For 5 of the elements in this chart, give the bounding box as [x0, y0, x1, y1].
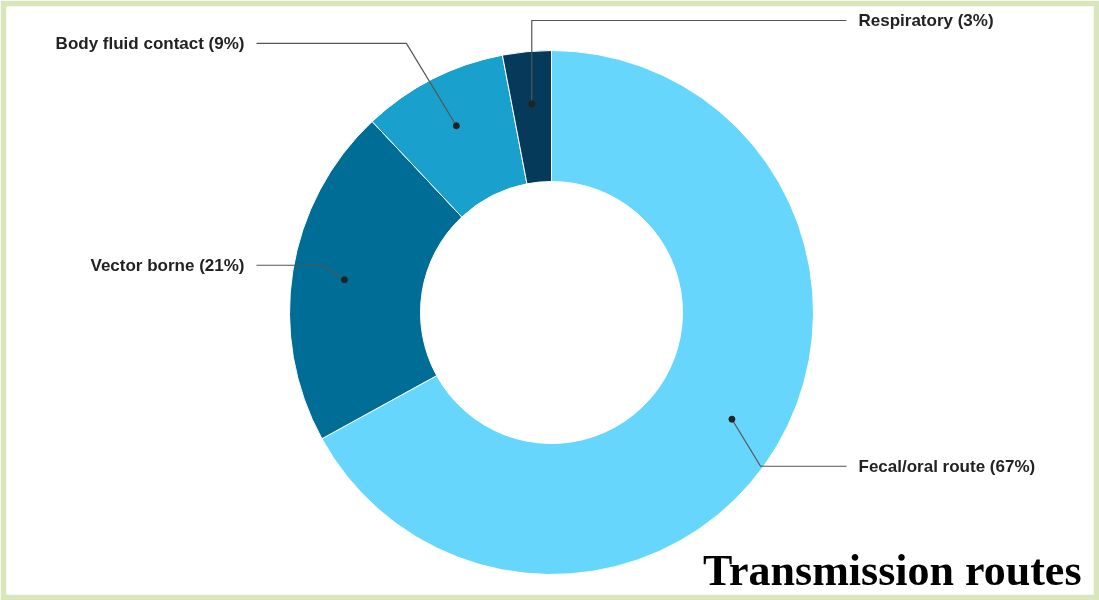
slice-label: Body fluid contact (9%)	[55, 33, 245, 53]
text: Transmission routes	[702, 545, 1082, 595]
slice-label: Fecal/oral route (67%)	[858, 456, 1036, 476]
slice-label: Vector borne (21%)	[90, 255, 245, 275]
slice-label: Respiratory (3%)	[858, 11, 994, 30]
